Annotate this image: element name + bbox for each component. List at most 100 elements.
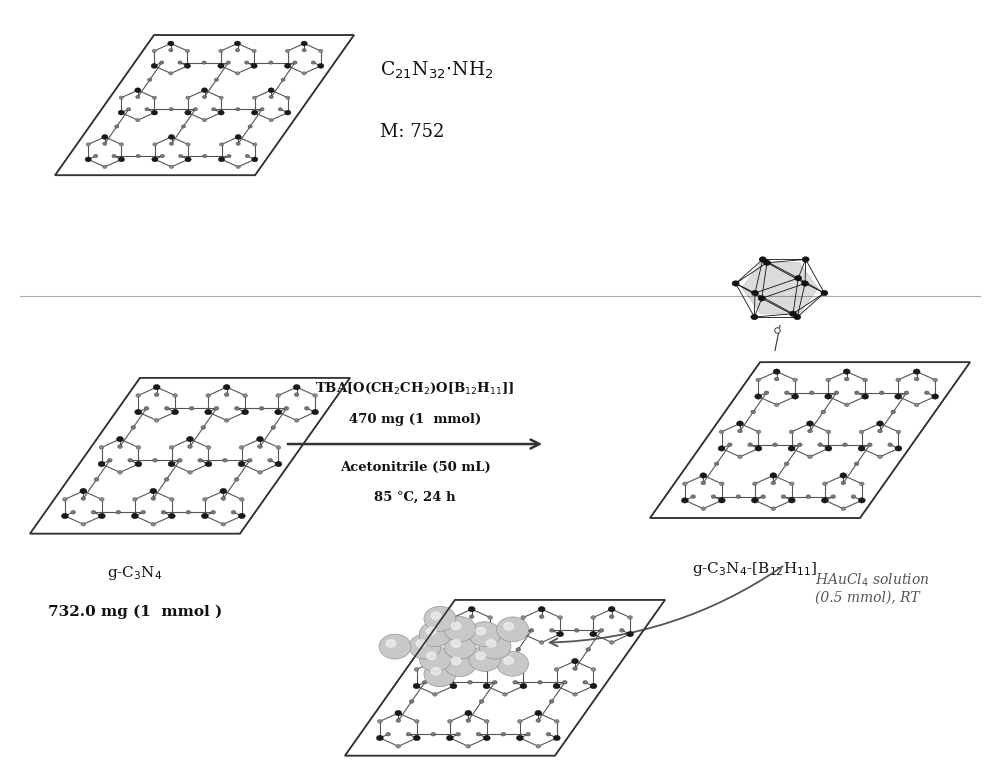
Circle shape [406, 732, 411, 736]
Circle shape [151, 523, 156, 526]
Text: 470 mg (1  mmol): 470 mg (1 mmol) [349, 413, 481, 425]
Polygon shape [30, 378, 350, 534]
Circle shape [714, 462, 719, 466]
Circle shape [219, 143, 224, 146]
Circle shape [118, 445, 122, 449]
Circle shape [116, 510, 121, 514]
Circle shape [795, 275, 802, 281]
Circle shape [245, 61, 249, 64]
Circle shape [251, 111, 258, 115]
Text: 732.0 mg (1  mmol ): 732.0 mg (1 mmol ) [48, 605, 222, 619]
Circle shape [152, 49, 156, 53]
Circle shape [503, 693, 507, 696]
Circle shape [806, 495, 811, 499]
Circle shape [214, 407, 219, 411]
Circle shape [526, 732, 531, 736]
Circle shape [205, 461, 212, 467]
Circle shape [219, 49, 223, 53]
Circle shape [727, 443, 732, 446]
Circle shape [711, 495, 716, 499]
Circle shape [131, 425, 136, 429]
Circle shape [169, 72, 173, 75]
Circle shape [554, 720, 559, 723]
Circle shape [831, 495, 836, 499]
Circle shape [193, 108, 197, 111]
Circle shape [259, 407, 264, 411]
Circle shape [181, 125, 186, 128]
Circle shape [224, 393, 229, 397]
Circle shape [119, 143, 124, 146]
Circle shape [834, 391, 839, 395]
Circle shape [278, 108, 282, 111]
Circle shape [422, 681, 427, 684]
Circle shape [701, 507, 706, 510]
Circle shape [539, 615, 544, 619]
Circle shape [253, 143, 257, 146]
Circle shape [202, 118, 207, 122]
Circle shape [466, 745, 471, 748]
Circle shape [443, 681, 448, 684]
Circle shape [258, 445, 262, 449]
Circle shape [61, 513, 68, 519]
Circle shape [825, 446, 832, 451]
Text: M: 752: M: 752 [380, 123, 444, 142]
Circle shape [521, 668, 526, 671]
Circle shape [755, 394, 762, 399]
Circle shape [484, 668, 489, 671]
Circle shape [396, 719, 401, 722]
Circle shape [311, 61, 315, 64]
Circle shape [117, 436, 123, 442]
Circle shape [148, 78, 152, 81]
Circle shape [169, 142, 174, 146]
Text: TBA[O(CH$_2$CH$_2$)O[B$_{12}$H$_{11}$]]: TBA[O(CH$_2$CH$_2$)O[B$_{12}$H$_{11}$]] [315, 380, 515, 396]
Circle shape [859, 430, 864, 434]
Circle shape [867, 443, 872, 446]
Circle shape [879, 391, 884, 395]
Circle shape [205, 410, 212, 414]
Circle shape [479, 700, 484, 703]
Circle shape [513, 681, 518, 684]
Circle shape [63, 498, 67, 501]
Circle shape [252, 157, 258, 162]
Circle shape [160, 154, 164, 157]
Circle shape [843, 443, 847, 446]
Circle shape [136, 95, 140, 99]
Circle shape [503, 667, 507, 671]
Circle shape [103, 142, 107, 146]
Circle shape [99, 446, 104, 449]
Circle shape [451, 615, 456, 619]
Circle shape [497, 617, 529, 642]
Circle shape [719, 430, 724, 434]
Circle shape [599, 629, 604, 633]
Circle shape [153, 459, 157, 462]
Circle shape [112, 154, 116, 157]
Circle shape [488, 615, 492, 619]
Circle shape [758, 295, 765, 301]
Circle shape [788, 446, 795, 451]
Circle shape [223, 459, 227, 462]
Circle shape [914, 377, 919, 381]
Circle shape [878, 429, 882, 433]
Circle shape [896, 430, 901, 434]
Circle shape [118, 157, 125, 162]
Circle shape [186, 96, 190, 100]
Circle shape [469, 615, 474, 619]
Circle shape [293, 61, 297, 64]
Circle shape [201, 425, 206, 429]
Circle shape [807, 421, 813, 426]
Circle shape [520, 683, 527, 689]
Circle shape [913, 369, 920, 374]
Circle shape [186, 143, 190, 146]
Circle shape [378, 720, 382, 723]
Circle shape [924, 391, 929, 395]
Circle shape [520, 632, 527, 636]
Circle shape [573, 667, 577, 671]
Circle shape [504, 657, 513, 664]
Circle shape [504, 629, 509, 633]
Circle shape [609, 640, 614, 644]
Circle shape [198, 459, 203, 462]
Circle shape [628, 615, 632, 619]
Circle shape [844, 403, 849, 407]
Circle shape [774, 403, 779, 407]
Circle shape [281, 78, 285, 81]
